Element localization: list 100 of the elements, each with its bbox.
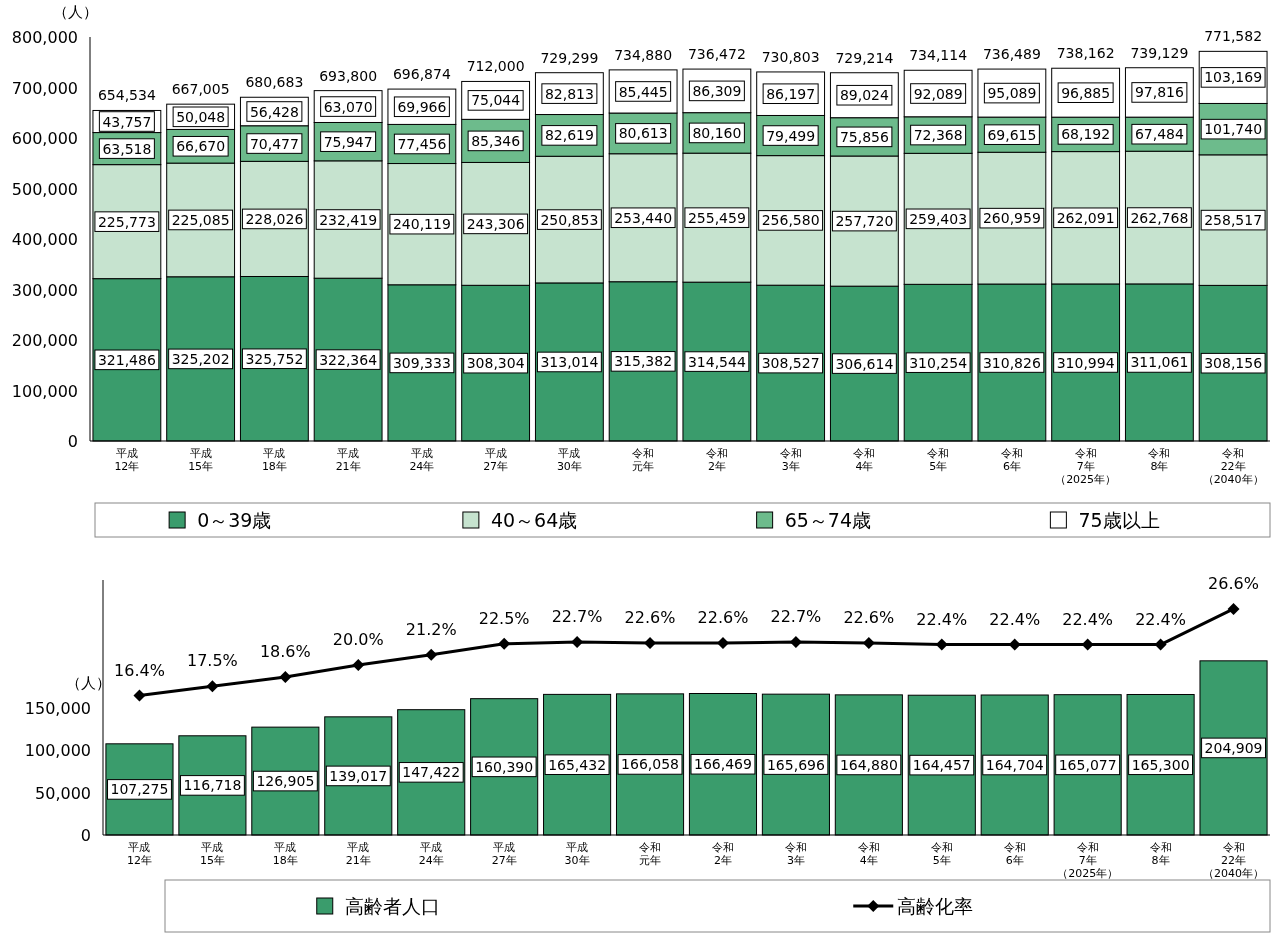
data-label: 22.4%	[1135, 609, 1187, 629]
x-tick-label: 令和7年（2025年）	[1055, 447, 1117, 486]
x-tick-label: 平成30年	[564, 841, 590, 867]
data-label: 308,156	[1204, 355, 1263, 372]
legend-label: 高齢化率	[897, 895, 974, 917]
data-label: 21.2%	[405, 619, 457, 639]
total-label: 654,534	[97, 87, 156, 104]
point	[279, 670, 292, 683]
point	[206, 680, 219, 693]
data-label: 26.6%	[1208, 573, 1259, 593]
x-tick-label: 令和6年	[1003, 841, 1026, 867]
data-label: 308,527	[761, 355, 820, 372]
x-tick-label: 令和8年	[1149, 841, 1172, 867]
x-tick-label: 平成24年	[409, 447, 435, 473]
data-label: 92,089	[913, 85, 963, 102]
data-label: 22.5%	[478, 608, 530, 628]
x-tick-label: 平成18年	[272, 841, 298, 867]
data-label: 257,720	[835, 213, 894, 230]
data-label: 262,768	[1130, 209, 1189, 226]
y-axis-title: （人）	[65, 673, 111, 692]
y-tick-label: 50,000	[35, 783, 91, 803]
data-label: 116,718	[183, 777, 242, 794]
data-label: 89,024	[839, 87, 889, 104]
data-label: 164,880	[839, 756, 898, 773]
x-tick-label: 令和8年	[1148, 447, 1171, 473]
y-tick-label: 300,000	[11, 280, 78, 300]
y-tick-label: 0	[80, 826, 91, 845]
data-label: 165,432	[548, 756, 607, 773]
x-tick-label: 平成15年	[199, 841, 225, 867]
data-label: 56,428	[249, 103, 299, 120]
x-tick-label: 令和2年	[711, 841, 734, 867]
data-label: 22.6%	[697, 607, 749, 627]
data-label: 96,885	[1061, 84, 1111, 101]
data-label: 243,306	[466, 215, 525, 232]
data-label: 79,499	[766, 127, 816, 144]
x-tick-label: 令和22年（2040年）	[1202, 447, 1264, 486]
data-label: 86,309	[692, 82, 742, 99]
data-label: 82,619	[544, 127, 594, 144]
data-label: 66,670	[176, 138, 226, 155]
x-tick-label: 平成12年	[126, 841, 152, 867]
data-label: 165,300	[1131, 756, 1190, 773]
point	[425, 648, 438, 661]
x-tick-label: 平成30年	[556, 447, 582, 473]
x-tick-label: 令和元年	[639, 841, 662, 867]
data-label: 82,813	[544, 85, 594, 102]
x-tick-label: 令和4年	[857, 841, 880, 867]
data-label: 43,757	[102, 113, 152, 130]
data-label: 166,058	[621, 756, 679, 773]
total-label: 734,880	[614, 46, 673, 63]
point	[133, 689, 146, 702]
x-tick-label: 令和3年	[784, 841, 807, 867]
data-label: 95,089	[987, 85, 1037, 102]
data-label: 75,856	[839, 128, 889, 145]
data-label: 69,966	[397, 98, 447, 115]
data-label: 313,014	[540, 354, 599, 370]
x-tick-label: 平成27年	[483, 447, 509, 473]
x-tick-label: 令和4年	[853, 447, 876, 473]
data-label: 103,169	[1204, 69, 1263, 86]
data-label: 258,517	[1204, 212, 1263, 229]
data-label: 310,994	[1056, 354, 1115, 371]
point	[1227, 602, 1240, 615]
data-label: 256,580	[761, 212, 820, 229]
data-label: 228,026	[245, 210, 304, 227]
total-label: 739,129	[1130, 44, 1189, 61]
y-axis-title: （人）	[52, 3, 98, 21]
x-tick-label: 平成21年	[345, 841, 371, 867]
y-tick-label: 100,000	[11, 381, 78, 401]
x-tick-label: 平成24年	[418, 841, 444, 867]
data-label: 77,456	[397, 136, 447, 153]
x-tick-label: 令和2年	[705, 447, 728, 473]
data-label: 232,419	[319, 211, 378, 228]
data-label: 260,959	[982, 210, 1041, 227]
x-tick-label: 令和7年（2025年）	[1057, 841, 1119, 880]
data-label: 309,333	[392, 354, 451, 371]
data-label: 253,440	[614, 209, 673, 226]
point	[935, 638, 948, 651]
data-label: 75,044	[471, 92, 521, 109]
point	[498, 637, 511, 650]
total-label: 771,582	[1204, 28, 1263, 45]
total-label: 734,114	[909, 47, 968, 64]
data-label: 204,909	[1204, 739, 1263, 756]
data-label: 250,853	[540, 211, 599, 228]
legend-label: 40～64歳	[490, 509, 578, 531]
total-label: 667,005	[171, 81, 230, 98]
data-label: 325,202	[171, 350, 230, 367]
data-label: 86,197	[766, 85, 816, 102]
data-label: 310,826	[982, 354, 1041, 371]
y-tick-label: 100,000	[24, 741, 91, 760]
data-label: 22.6%	[624, 607, 676, 627]
x-tick-label: 平成18年	[261, 447, 287, 473]
total-label: 693,800	[319, 67, 378, 84]
x-tick-label: 令和6年	[1000, 447, 1023, 473]
y-tick-label: 150,000	[24, 698, 91, 718]
total-label: 738,162	[1056, 45, 1115, 62]
data-label: 22.4%	[1062, 609, 1114, 629]
data-label: 16.4%	[114, 660, 165, 680]
data-label: 311,061	[1130, 354, 1189, 371]
x-tick-label: 令和元年	[632, 447, 655, 473]
data-label: 85,445	[618, 83, 668, 100]
legend-label: 0～39歳	[197, 509, 272, 531]
